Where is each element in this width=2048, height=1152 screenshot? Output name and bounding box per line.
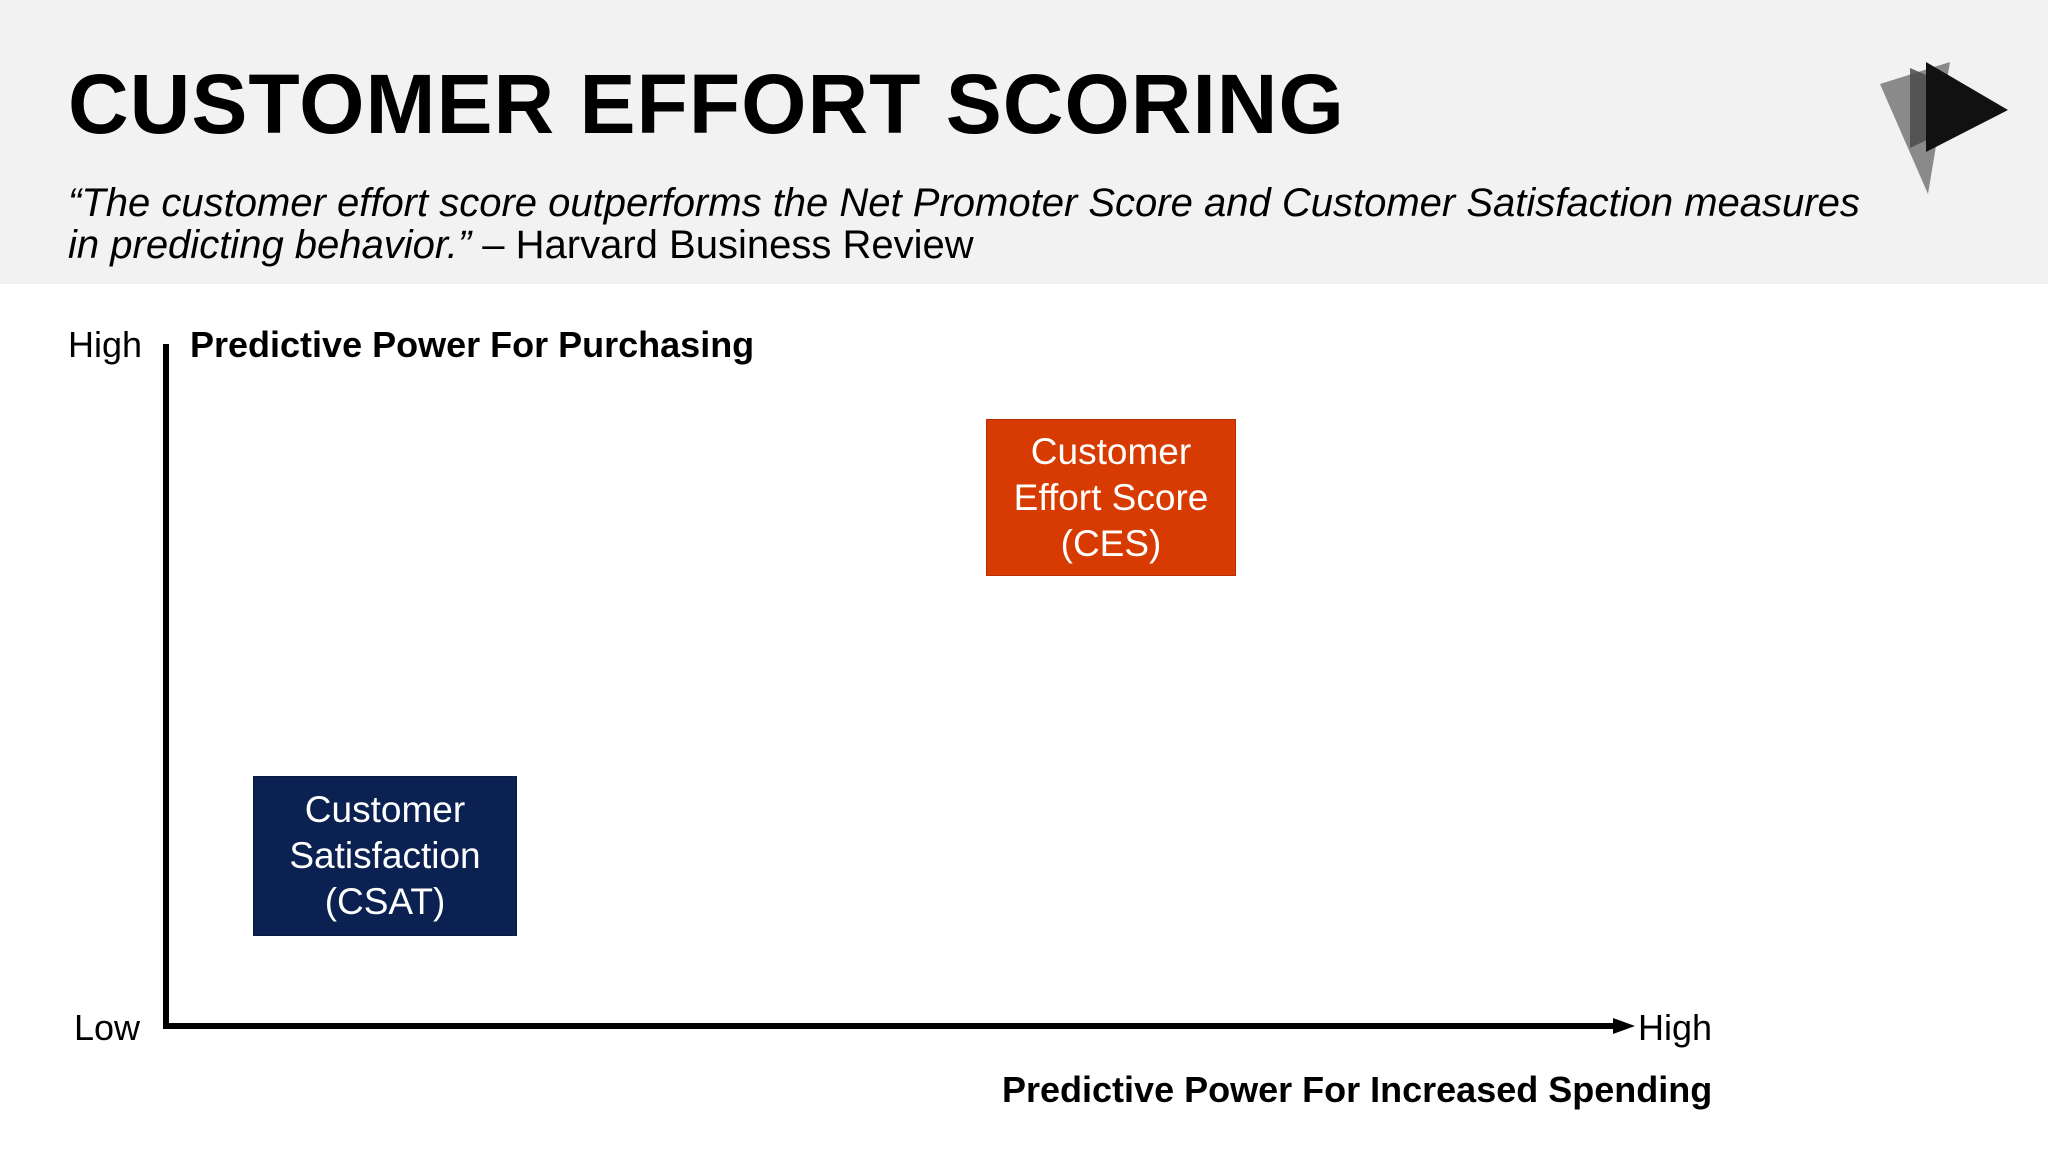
- csat-box-line-3: (CSAT): [324, 881, 446, 922]
- ces-box-line-1: Customer: [1030, 430, 1192, 472]
- x-axis-line: [163, 1023, 1615, 1029]
- play-triangle-logo-icon: [1880, 62, 2008, 194]
- csat-box-line-1: Customer: [304, 789, 466, 830]
- y-axis-high-label: High: [68, 324, 143, 365]
- page-title: CUSTOMER EFFORT SCORING: [68, 57, 1345, 151]
- ces-box: Customer Effort Score (CES): [986, 419, 1236, 576]
- y-axis-line: [163, 344, 169, 1029]
- csat-box: Customer Satisfaction (CSAT): [253, 776, 517, 936]
- x-axis-arrow-icon: [1613, 1018, 1635, 1034]
- quote-attribution: – Harvard Business Review: [471, 223, 974, 267]
- quote-text: “The customer effort score outperforms t…: [68, 181, 1860, 267]
- ces-box-line-3: (CES): [1060, 522, 1162, 564]
- x-axis-title: Predictive Power For Increased Spending: [1002, 1069, 1713, 1110]
- quote: “The customer effort score outperforms t…: [68, 182, 1868, 266]
- ces-box-line-2: Effort Score: [1013, 476, 1209, 518]
- origin-low-label: Low: [74, 1007, 141, 1048]
- x-axis-high-label: High: [1638, 1007, 1713, 1048]
- csat-box-line-2: Satisfaction: [289, 835, 481, 876]
- y-axis-title: Predictive Power For Purchasing: [190, 324, 755, 365]
- header-band: [0, 0, 2048, 284]
